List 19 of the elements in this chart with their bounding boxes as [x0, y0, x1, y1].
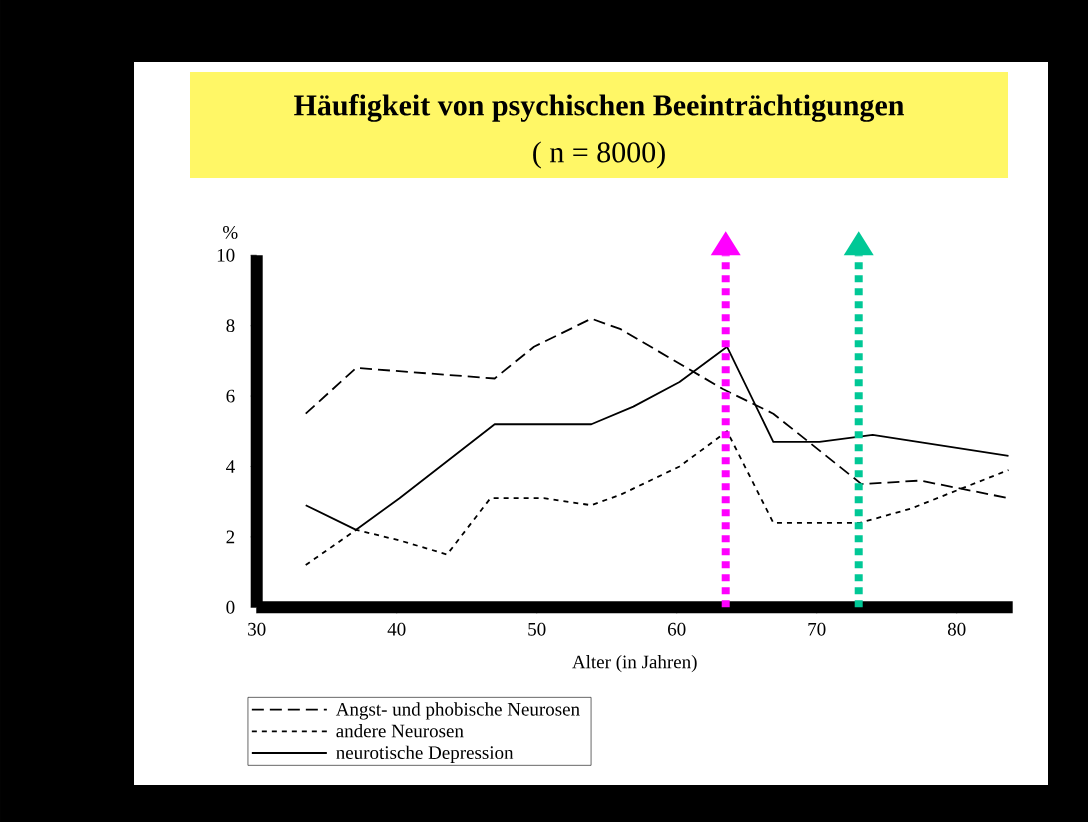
- legend-label: Angst- und phobische Neurosen: [335, 702, 580, 720]
- chart-subtitle: ( n = 8000): [533, 141, 665, 169]
- y-tick-label: 10: [217, 248, 235, 262]
- x-tick-label: 70: [808, 622, 826, 636]
- x-tick-label: 40: [387, 622, 406, 636]
- x-tick-label: 60: [668, 622, 686, 636]
- y-axis-title: %: [222, 225, 238, 239]
- x-axis-title: Alter (in Jahren): [572, 654, 697, 673]
- legend-label: neurotische Depression: [336, 745, 514, 763]
- chart-title: Häufigkeit von psychischen Beeinträchtigungen: [294, 94, 904, 122]
- y-tick-label: 2: [226, 530, 235, 544]
- x-tick-label: 80: [947, 622, 966, 636]
- x-tick-label: 50: [528, 622, 546, 636]
- y-tick-label: 0: [226, 600, 235, 614]
- y-tick-label: 8: [226, 319, 235, 333]
- y-tick-label: 6: [226, 389, 235, 403]
- y-tick-label: 4: [226, 460, 235, 473]
- x-tick-label: 30: [248, 622, 266, 636]
- legend-label: andere Neurosen: [336, 724, 464, 738]
